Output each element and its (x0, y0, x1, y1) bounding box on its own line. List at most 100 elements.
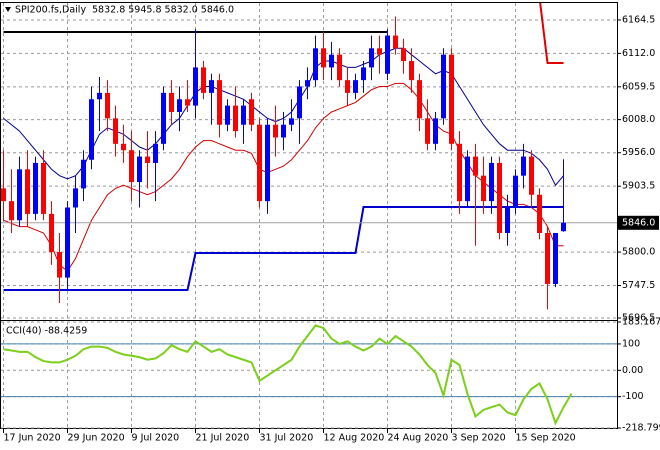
candle-body (409, 61, 414, 81)
line (3, 324, 573, 426)
y-tick-label: 5800.0 (622, 247, 655, 258)
line (3, 82, 564, 272)
candle-body (209, 80, 214, 93)
candle-body (105, 92, 110, 119)
y-tick-label: 183.1673 (622, 317, 660, 328)
candle-body (561, 222, 566, 232)
y-tick-label: -218.799 (622, 423, 660, 434)
menu-arrow[interactable] (5, 7, 11, 12)
candle-body (249, 99, 254, 125)
candle-body (257, 124, 262, 202)
candle-body (225, 105, 230, 125)
candle-body (265, 124, 270, 202)
candle-body (241, 105, 246, 125)
candle-body (393, 35, 398, 49)
y-tick-label: 5696.5 (622, 313, 655, 324)
candle-body (481, 175, 486, 202)
candle-body (201, 67, 206, 93)
candle-body (177, 99, 182, 112)
candle-body (449, 54, 454, 144)
x-tick-label: 3 Sep 2020 (452, 433, 506, 444)
candle-body (49, 213, 54, 253)
candle-body (9, 201, 14, 221)
x-tick-label: 17 Jun 2020 (4, 433, 61, 444)
candle-body (113, 118, 118, 144)
x-tick-label: 31 Jul 2020 (260, 433, 314, 444)
candle-body (297, 86, 302, 119)
x-tick-label: 29 Jun 2020 (68, 433, 125, 444)
candle-body (161, 92, 166, 144)
candle-body (377, 48, 382, 55)
candle-body (81, 159, 86, 189)
y-tick-label: 6059.5 (622, 81, 655, 92)
line (539, 3, 564, 64)
candle-body (313, 48, 318, 81)
candle-body (545, 232, 550, 284)
frame (0, 2, 618, 429)
x-tick-label: 24 Aug 2020 (388, 433, 449, 444)
x-tick-label: 9 Jul 2020 (132, 433, 180, 444)
candle-body (273, 124, 278, 138)
x-tick-label: 15 Sep 2020 (516, 433, 576, 444)
candle-body (329, 54, 334, 68)
candle-body (129, 150, 134, 183)
candle-body (473, 156, 478, 176)
candle-body (369, 48, 374, 68)
candle-body (553, 232, 558, 284)
candle-body (33, 162, 38, 214)
labels: SPI200.fs,Daily 5832.8 5945.8 5832.0 584… (3, 5, 660, 444)
last-price-label: 5846.0 (622, 217, 655, 228)
candle-body (425, 118, 430, 144)
candle-body (137, 156, 142, 183)
candle-body (97, 92, 102, 100)
candle-body (529, 156, 534, 195)
candle-body (337, 54, 342, 81)
y-tick-label: 6008.0 (622, 114, 655, 125)
main-plot (1, 3, 617, 310)
candle-body (465, 156, 470, 202)
candle-body (345, 80, 350, 93)
grid-layer (1, 3, 617, 429)
candle-body (41, 162, 46, 214)
y-tick-label: 5747.5 (622, 280, 655, 291)
candle-body (73, 188, 78, 208)
candle-body (25, 169, 30, 214)
line (3, 206, 564, 291)
last-price-box (618, 215, 659, 230)
candle-body (193, 67, 198, 106)
y-tick-label: 5956.0 (622, 147, 655, 158)
x-tick-label: 12 Aug 2020 (324, 433, 385, 444)
candle-body (361, 67, 366, 81)
candle-body (217, 80, 222, 125)
candle-body (65, 207, 70, 278)
candle-body (17, 169, 22, 221)
candle-body (121, 143, 126, 151)
candle-body (497, 162, 502, 233)
cci-title: CCI(40) -88.4259 (6, 326, 87, 337)
candle-body (537, 194, 542, 233)
candle-body (281, 124, 286, 138)
candle-body (489, 162, 494, 202)
y-tick-label: 6112.0 (622, 48, 655, 59)
candle-body (145, 156, 150, 163)
y-tick-label: 0.00 (622, 365, 643, 376)
y-tick-label: 5903.5 (622, 181, 655, 192)
candle-body (153, 143, 158, 163)
candle-body (1, 188, 6, 202)
candle-body (321, 48, 326, 68)
candle-body (57, 252, 62, 278)
candle-body (441, 54, 446, 119)
x-tick-label: 21 Jul 2020 (196, 433, 250, 444)
candle-body (513, 175, 518, 208)
candle-body (169, 92, 174, 112)
candle-body (89, 99, 94, 160)
candle-body (233, 105, 238, 132)
y-tick-label: 100 (622, 338, 640, 349)
candle-body (433, 118, 438, 144)
candle-body (505, 207, 510, 233)
y-tick-label: -100 (622, 391, 644, 402)
candle-body (417, 80, 422, 119)
candle-body (401, 48, 406, 62)
candle-body (457, 143, 462, 202)
